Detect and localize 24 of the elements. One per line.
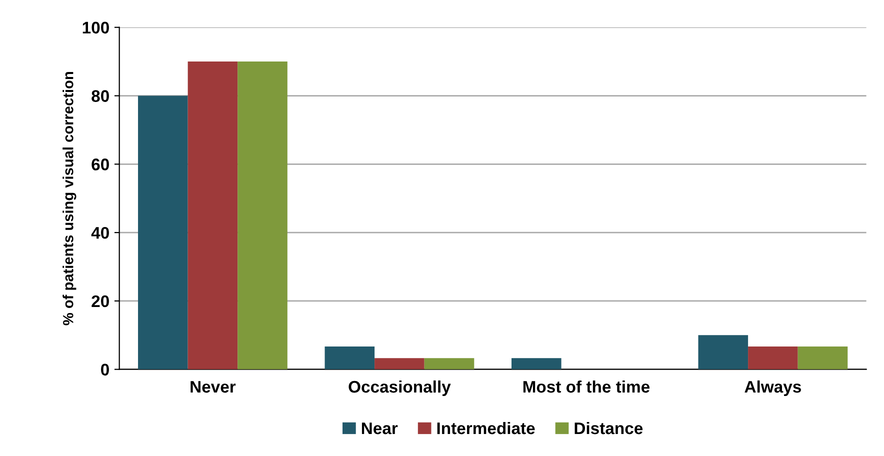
bar <box>138 96 188 370</box>
y-tick-label: 20 <box>92 295 109 308</box>
bar <box>238 62 288 370</box>
legend-label: Near <box>362 422 398 434</box>
bar <box>698 335 748 370</box>
legend-label: Intermediate <box>437 422 535 434</box>
y-tick-label: 40 <box>91 226 109 239</box>
bar <box>798 346 848 370</box>
x-tick-label: Always <box>744 380 801 396</box>
y-tick-label: 60 <box>92 158 109 170</box>
x-tick-label: Never <box>190 381 236 393</box>
bar <box>188 62 238 370</box>
legend-label: Distance <box>574 422 643 434</box>
x-tick-label: Occasionally <box>348 380 451 396</box>
bar <box>374 358 424 370</box>
y-tick-label: 100 <box>82 22 109 34</box>
y-tick-label: 80 <box>92 90 109 102</box>
bar <box>512 358 562 370</box>
x-tick-label: Most of the time <box>523 380 650 393</box>
y-axis-title: % of patients using visual correction <box>62 72 76 326</box>
bar <box>424 358 474 370</box>
y-tick-label: 0 <box>101 364 109 376</box>
bar <box>748 346 798 370</box>
bar <box>324 346 375 370</box>
